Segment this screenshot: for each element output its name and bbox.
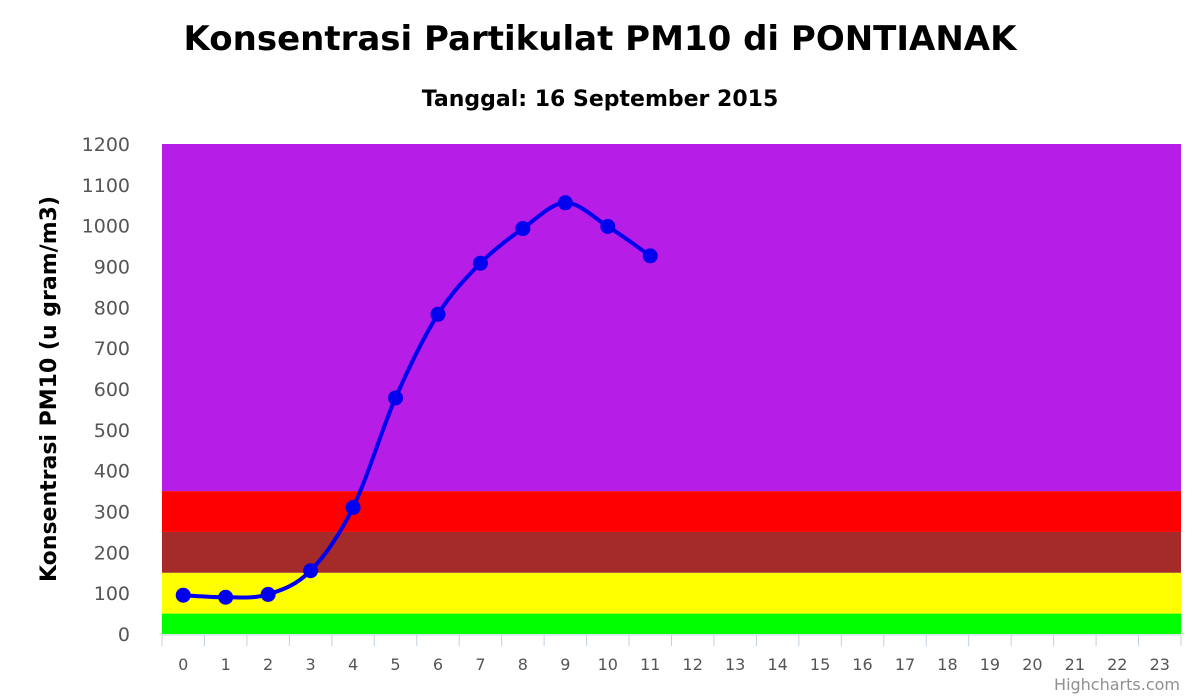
y-tick-label: 200: [94, 542, 130, 564]
plot-band-3: [162, 491, 1181, 532]
y-axis-title: Konsentrasi PM10 (u gram/m3): [37, 196, 62, 582]
data-point[interactable]: [175, 587, 191, 603]
x-tick-label: 17: [895, 655, 915, 674]
x-tick-label: 8: [518, 655, 528, 674]
plot-band-1: [162, 572, 1181, 614]
x-tick-label: 23: [1150, 655, 1170, 674]
x-tick-label: 12: [683, 655, 703, 674]
x-tick-label: 19: [980, 655, 1000, 674]
x-tick-label: 7: [475, 655, 485, 674]
x-tick-label: 1: [221, 655, 231, 674]
y-tick-label: 900: [94, 257, 130, 279]
y-tick-label: 100: [94, 583, 130, 605]
data-point[interactable]: [303, 563, 319, 579]
data-point[interactable]: [260, 586, 276, 602]
y-tick-label: 700: [94, 338, 130, 360]
data-point[interactable]: [218, 589, 234, 605]
y-tick-label: 1200: [82, 134, 130, 156]
data-point[interactable]: [642, 248, 658, 264]
plot-bands: [162, 144, 1181, 634]
x-tick-label: 14: [767, 655, 787, 674]
y-tick-label: 1100: [82, 175, 130, 197]
data-point[interactable]: [345, 499, 361, 515]
data-point[interactable]: [557, 195, 573, 211]
data-point[interactable]: [430, 306, 446, 322]
x-tick-label: 10: [598, 655, 618, 674]
plot-band-0: [162, 613, 1181, 634]
y-tick-label: 600: [94, 379, 130, 401]
x-tick-label: 13: [725, 655, 745, 674]
x-tick-label: 21: [1065, 655, 1085, 674]
x-tick-label: 2: [263, 655, 273, 674]
x-axis: 0 1 2 3 4 5 6 7 8 9 10 11 12 13 14 15 16 17 18 19 20 21 22 23: [161, 634, 1182, 674]
chart-subtitle: Tanggal: 16 September 2015: [422, 87, 779, 112]
y-axis: 0 100 200 300 400 500 600 700 800 900 1000 1100 1200: [82, 134, 130, 646]
data-point[interactable]: [472, 255, 488, 271]
x-tick-label: 16: [852, 655, 872, 674]
x-tick-label: 4: [348, 655, 358, 674]
x-tick-label: 15: [810, 655, 830, 674]
x-tick-label: 20: [1022, 655, 1042, 674]
x-tick-label: 18: [937, 655, 957, 674]
x-tick-label: 3: [306, 655, 316, 674]
credits-link[interactable]: Highcharts.com: [1054, 675, 1180, 694]
chart-title: Konsentrasi Partikulat PM10 di PONTIANAK: [184, 19, 1019, 59]
y-tick-label: 500: [94, 420, 130, 442]
x-tick-label: 22: [1107, 655, 1127, 674]
plot-band-4: [162, 144, 1181, 492]
x-tick-label: 0: [178, 655, 188, 674]
y-tick-label: 300: [94, 502, 130, 524]
plot-band-2: [162, 531, 1181, 573]
data-point[interactable]: [388, 390, 404, 406]
y-tick-label: 0: [118, 624, 130, 646]
x-tick-label: 5: [390, 655, 400, 674]
x-tick-label: 11: [640, 655, 660, 674]
data-point[interactable]: [600, 218, 616, 234]
y-tick-label: 800: [94, 297, 130, 319]
y-tick-label: 400: [94, 461, 130, 483]
series-group: [175, 195, 658, 605]
data-point[interactable]: [515, 221, 531, 237]
x-tick-label: 9: [560, 655, 570, 674]
x-tick-label: 6: [433, 655, 443, 674]
y-tick-label: 1000: [82, 216, 130, 238]
